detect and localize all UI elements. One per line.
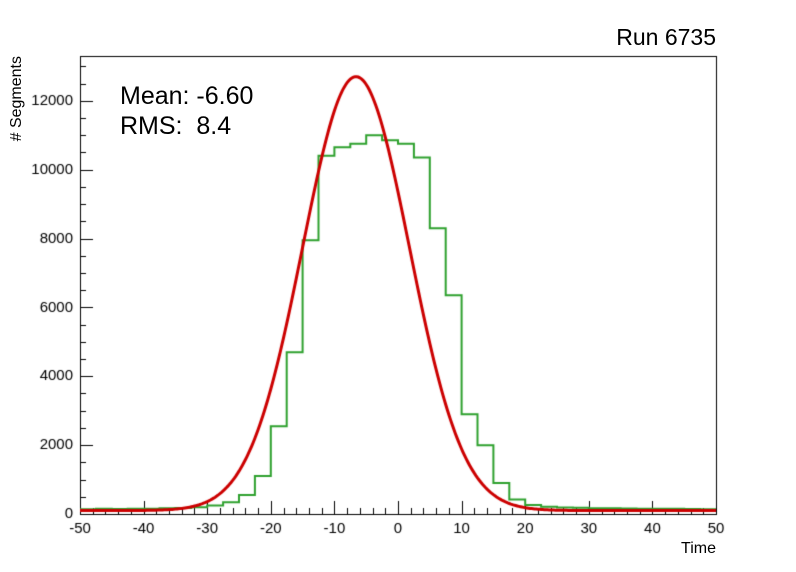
chart-title: Run 6735 [616,24,716,50]
y-axis-title: # Segments [8,56,25,142]
x-axis-title: Time [681,540,716,557]
stat-mean: Mean: -6.60 [120,82,254,110]
stat-rms: RMS: 8.4 [120,112,232,140]
